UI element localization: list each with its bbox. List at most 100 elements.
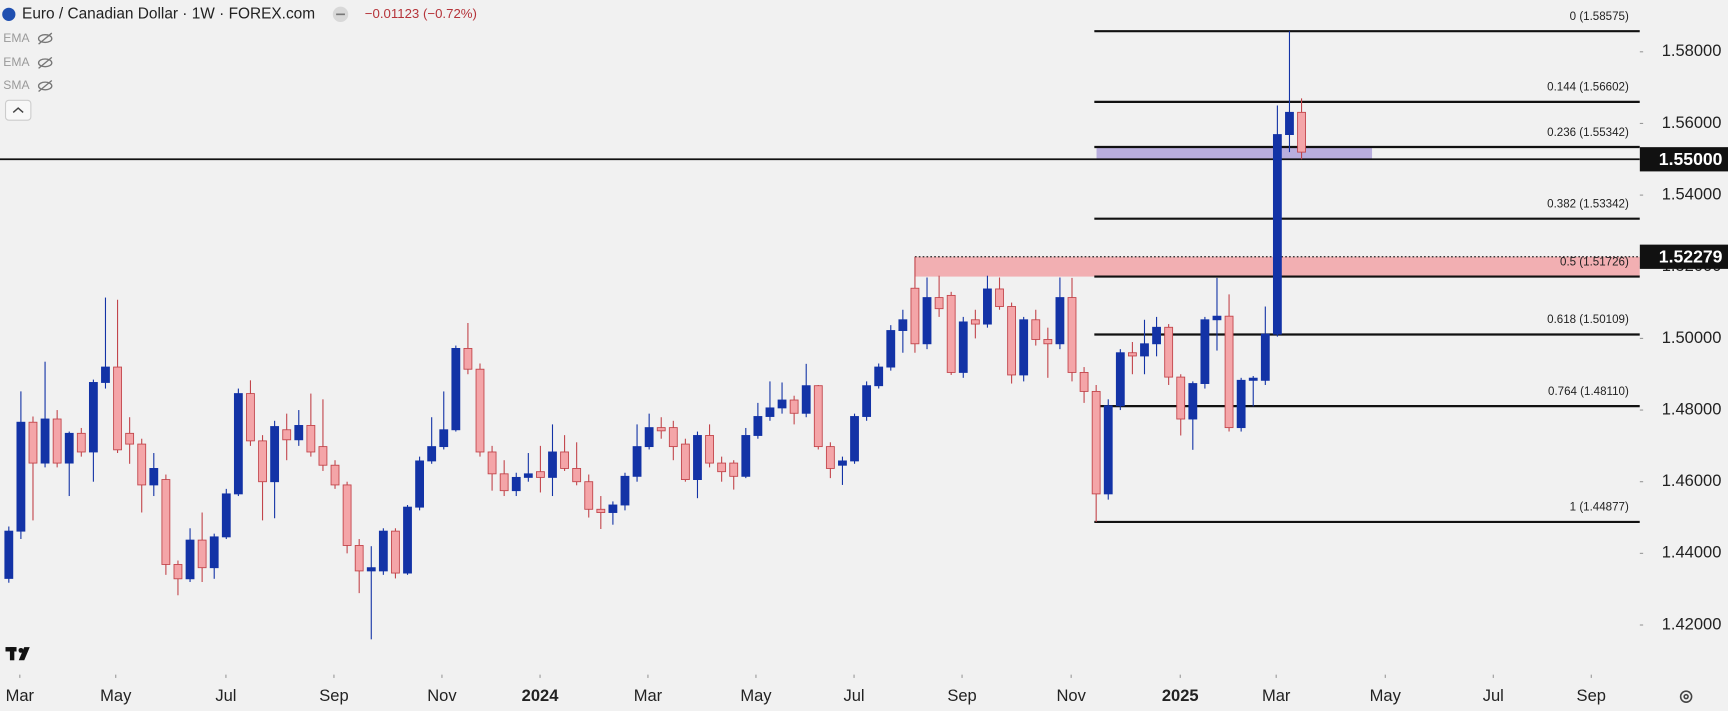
candle-body [1043,339,1053,345]
candle-body [729,462,739,477]
y-tick-label: 1.58000 [1662,41,1722,60]
candle-body [378,530,388,572]
candle-body [16,421,26,532]
visibility-icons[interactable] [37,32,53,93]
candle-body [958,321,968,373]
candle-body [1164,326,1174,378]
x-tick-label: Sep [319,686,348,705]
x-tick-label: Sep [947,686,976,705]
candle-body [330,464,340,486]
chevron-icon [12,107,24,113]
candle-body [113,366,122,451]
support-zone [1096,147,1373,160]
candle-body [1031,319,1041,340]
candle-body [1188,383,1198,420]
candle-body [632,446,642,477]
candle-body [668,427,678,448]
candle-body [64,432,74,464]
price-label-box [1639,147,1728,172]
candle-body [306,425,316,453]
candle-body [185,539,195,580]
candle-body [777,399,787,409]
collapse-button[interactable] [4,99,32,121]
candle-body [1297,111,1306,153]
candle-body [499,473,509,492]
candle-body [354,545,364,572]
candle-body [596,508,606,513]
fib-label: 1 (1.44877) [1570,502,1629,514]
chart-title[interactable]: Euro / Canadian Dollar · 1W · FOREX.com [22,5,315,22]
candle-body [173,564,183,580]
candle-body [608,504,618,513]
candle-body [1236,379,1246,429]
indicator-label[interactable]: EMA [3,55,30,69]
candle-body [705,435,714,464]
candle-body [1248,377,1258,381]
candle-body [221,493,231,538]
candle-body [717,462,727,473]
candle-body [439,429,449,448]
y-tick-label: 1.46000 [1662,471,1722,490]
candle-body [1260,333,1270,381]
candle-body [1079,371,1089,392]
candle-body [76,432,86,453]
candle-body [427,446,437,462]
candle-body [1285,111,1294,136]
candle-body [548,451,557,478]
candle-body [1007,306,1017,376]
candle-body [813,385,823,448]
candle-body [620,475,630,506]
candle-body [801,385,811,414]
settings-icon[interactable] [1679,690,1693,703]
candle-body [1152,326,1161,345]
indicator-label[interactable]: SMA [3,78,30,92]
candle-body [403,506,412,574]
candle-body [233,393,243,495]
candle-body [536,471,545,478]
fib-label: 0.382 (1.53342) [1547,198,1629,210]
candle-body [970,319,980,325]
x-tick-label: May [740,686,772,705]
candle-body [282,429,292,441]
candle-body [1055,297,1065,345]
tv-logo [5,647,30,661]
fib-label: 0 (1.58575) [1570,11,1629,23]
x-tick-label: Mar [1262,686,1291,705]
candle-body [765,407,775,417]
fib-label: 0.144 (1.56602) [1547,82,1629,94]
candle-body [125,432,135,445]
candle-body [572,468,582,483]
candle-body [584,481,594,510]
candle-body [451,347,461,431]
candle-body [1224,315,1234,429]
y-tick-label: 1.56000 [1662,113,1722,132]
price-label: 1.52279 [1659,247,1723,267]
symbol-logo [2,7,16,21]
candle-body [1103,405,1113,495]
candle-body [886,330,896,368]
y-tick-label: 1.44000 [1662,543,1722,562]
candle-body [693,435,702,480]
x-tick-label: Sep [1577,686,1606,705]
candle-body [644,427,654,448]
candle-body [511,476,521,492]
candle-body [874,366,884,387]
candle-body [4,530,14,579]
candle-body [391,530,400,574]
fib-label: 0.236 (1.55342) [1547,127,1629,139]
candle-body [1212,315,1222,321]
candle-body [560,451,569,469]
candle-body [1128,352,1137,357]
y-tick-label: 1.42000 [1662,614,1722,633]
candle-body [680,443,690,480]
indicator-label[interactable]: EMA [3,31,30,45]
candle-body [342,484,352,546]
candle-body [922,297,932,345]
candle-body [934,297,944,310]
candle-body [318,446,328,466]
x-tick-label: Jul [215,686,236,705]
